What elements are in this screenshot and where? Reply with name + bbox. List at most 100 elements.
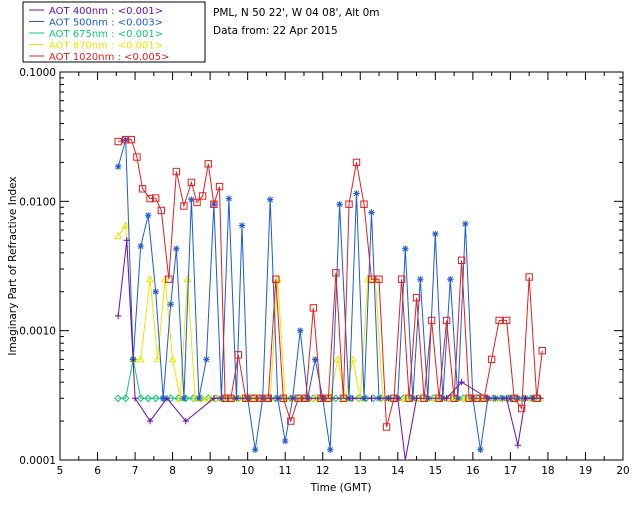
data-point bbox=[532, 394, 541, 402]
data-point bbox=[249, 394, 257, 402]
data-point bbox=[402, 245, 409, 252]
data-point bbox=[309, 304, 318, 312]
data-point bbox=[394, 395, 401, 402]
data-point bbox=[375, 275, 383, 283]
x-tick-label: 9 bbox=[207, 465, 214, 477]
data-point bbox=[368, 209, 375, 216]
x-tick-label: 14 bbox=[391, 465, 405, 477]
x-tick-label: 13 bbox=[354, 465, 367, 477]
data-point bbox=[163, 395, 171, 402]
data-point bbox=[401, 394, 410, 402]
data-point bbox=[114, 163, 122, 170]
x-tick-label: 20 bbox=[616, 465, 629, 477]
legend-frame bbox=[22, 1, 206, 63]
data-point bbox=[450, 394, 458, 402]
data-point bbox=[137, 242, 144, 250]
series-4 bbox=[114, 135, 547, 431]
data-point bbox=[309, 394, 318, 403]
y-tick-label: 0.0001 bbox=[19, 455, 56, 467]
data-point bbox=[136, 394, 145, 403]
legend-label: AOT 400nm : <0.001> bbox=[49, 6, 163, 17]
x-tick-label: 16 bbox=[466, 465, 480, 477]
data-point bbox=[204, 394, 213, 403]
data-point bbox=[157, 206, 166, 215]
data-point bbox=[427, 316, 436, 325]
x-tick-label: 19 bbox=[579, 465, 592, 477]
data-point bbox=[114, 137, 122, 146]
data-point bbox=[390, 394, 398, 402]
data-point bbox=[477, 446, 484, 453]
data-point bbox=[294, 394, 303, 402]
x-tick-label: 17 bbox=[504, 465, 517, 477]
data-point bbox=[368, 395, 375, 402]
series-layer bbox=[114, 135, 547, 460]
data-point bbox=[420, 394, 428, 402]
data-point bbox=[187, 178, 196, 187]
data-point bbox=[507, 395, 514, 402]
data-point bbox=[257, 394, 265, 402]
data-point bbox=[272, 275, 280, 283]
data-point bbox=[166, 394, 175, 403]
y-tick-label: 0.0010 bbox=[19, 326, 56, 338]
data-point bbox=[165, 275, 173, 283]
data-point bbox=[353, 190, 360, 197]
legend-label: AOT 870nm : <0.001> bbox=[49, 41, 163, 52]
data-point bbox=[409, 395, 417, 402]
legend-item: AOT 400nm : <0.001> bbox=[29, 6, 163, 17]
data-point bbox=[345, 200, 353, 208]
data-point bbox=[331, 394, 340, 403]
data-point bbox=[266, 196, 274, 203]
data-point bbox=[487, 355, 496, 364]
data-point bbox=[198, 192, 207, 200]
x-tick-label: 5 bbox=[57, 465, 64, 477]
data-point bbox=[227, 394, 235, 402]
data-point bbox=[151, 394, 160, 403]
data-point bbox=[282, 437, 289, 445]
data-point bbox=[432, 230, 439, 238]
axis-tick-labels: 5 6 7 8 9 10 11 12 13 14 15 16 17 18 19 20 0.0001 0.0010 0… bbox=[19, 67, 629, 477]
data-point bbox=[114, 231, 123, 240]
data-point bbox=[210, 200, 218, 208]
data-point bbox=[458, 378, 465, 386]
legend-item: AOT 675nm : <0.001> bbox=[29, 29, 163, 40]
data-point bbox=[510, 394, 518, 402]
data-point bbox=[352, 158, 361, 167]
series-line bbox=[118, 139, 543, 428]
data-point bbox=[146, 194, 154, 203]
data-point bbox=[363, 274, 372, 283]
data-point bbox=[131, 395, 139, 402]
legend-label: AOT 500nm : <0.003> bbox=[49, 18, 163, 29]
data-point bbox=[193, 198, 201, 207]
data-point bbox=[382, 423, 391, 431]
data-point bbox=[123, 237, 131, 244]
data-point bbox=[152, 194, 160, 202]
data-point bbox=[145, 212, 152, 219]
data-point bbox=[168, 355, 177, 363]
x-tick-label: 10 bbox=[241, 465, 254, 477]
legend: AOT 400nm : <0.001>AOT 500nm : <0.003>AO… bbox=[22, 1, 206, 63]
data-point bbox=[144, 394, 153, 403]
x-axis-label: Time (GMT) bbox=[310, 482, 372, 494]
data-point bbox=[279, 394, 288, 402]
data-point bbox=[367, 275, 376, 283]
data-point bbox=[397, 275, 406, 283]
data-point bbox=[127, 135, 136, 144]
data-point bbox=[297, 327, 304, 334]
data-point bbox=[443, 395, 450, 402]
x-tick-label: 8 bbox=[169, 465, 176, 477]
data-point bbox=[502, 316, 511, 325]
x-tick-label: 12 bbox=[316, 465, 329, 477]
data-point bbox=[349, 395, 356, 402]
data-point bbox=[238, 222, 246, 229]
data-point bbox=[114, 312, 122, 320]
data-point bbox=[153, 355, 162, 363]
data-point bbox=[183, 274, 192, 283]
data-point bbox=[204, 160, 212, 168]
data-point bbox=[332, 269, 340, 277]
data-point bbox=[195, 395, 203, 402]
data-point bbox=[133, 153, 141, 161]
data-point bbox=[302, 394, 310, 402]
data-point bbox=[360, 200, 368, 208]
data-point bbox=[152, 288, 159, 295]
